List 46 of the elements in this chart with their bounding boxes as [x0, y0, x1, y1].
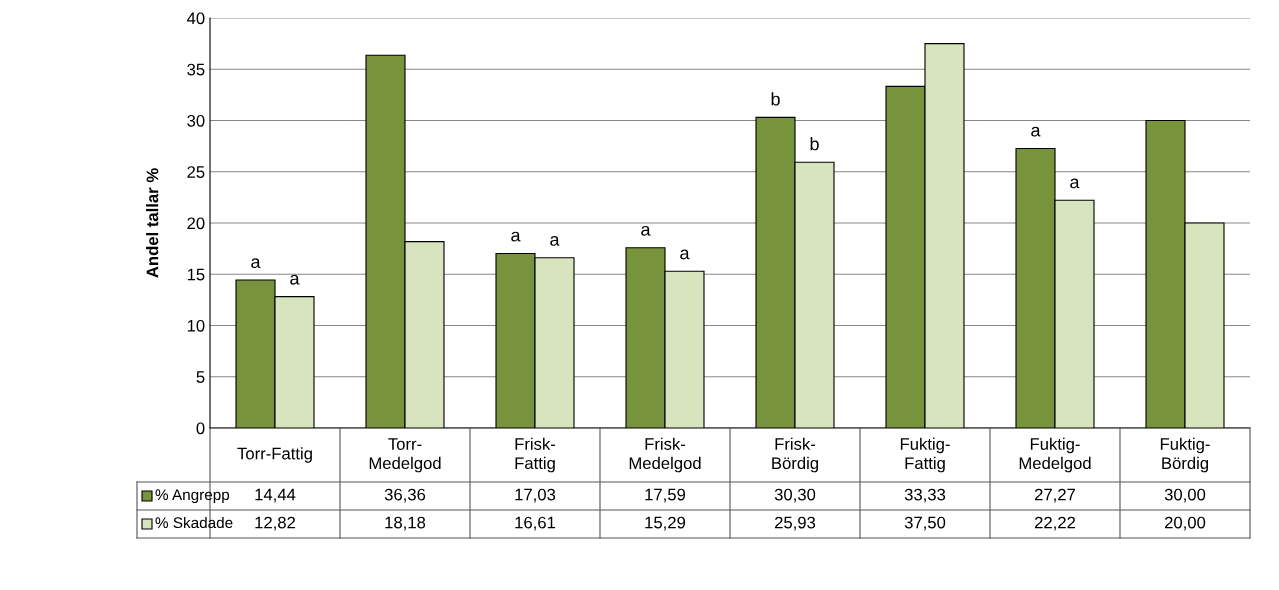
annotation: a — [511, 231, 521, 242]
data-label: 25,93 — [774, 516, 816, 531]
y-tick-label: 0 — [196, 422, 205, 435]
data-label: 17,59 — [645, 488, 686, 503]
annotation: a — [1031, 126, 1041, 137]
annotation: a — [680, 249, 690, 260]
annotation: a — [550, 235, 560, 246]
x-tick-label: Frisk-Medelgod — [629, 437, 701, 473]
annotation: b — [810, 137, 819, 151]
data-label: 18,18 — [385, 516, 426, 531]
x-tick-label: Frisk-Fattig — [515, 437, 556, 473]
data-label: 22,22 — [1034, 516, 1076, 531]
annotation: b — [771, 92, 780, 106]
y-tick-label: 35 — [187, 63, 205, 76]
y-axis-title: Andel tallar % — [146, 168, 159, 278]
y-tick-label: 5 — [196, 371, 205, 383]
annotation: a — [251, 258, 261, 269]
data-label: 30,00 — [1164, 488, 1206, 503]
data-label: 36,36 — [384, 488, 426, 503]
x-tick-label: Fuktig-Bördig — [1160, 437, 1210, 473]
y-tick-label: 20 — [187, 217, 205, 230]
data-label: 17,03 — [515, 488, 556, 503]
data-label: 27,27 — [1034, 488, 1076, 503]
data-label: 16,61 — [515, 516, 556, 531]
annotation: a — [1070, 178, 1080, 189]
y-tick-label: 10 — [187, 319, 205, 332]
y-tick-label: 30 — [187, 114, 205, 127]
x-tick-label: Fuktig-Medelgod — [1019, 437, 1091, 473]
y-tick-label: 25 — [187, 166, 205, 178]
data-label: 12,82 — [255, 516, 296, 531]
annotation: a — [641, 225, 651, 236]
data-label: 33,33 — [904, 488, 946, 503]
y-tick-label: 15 — [187, 268, 205, 281]
legend-label: % Skadade — [155, 516, 233, 529]
data-label: 14,44 — [255, 488, 296, 503]
data-label: 37,50 — [904, 516, 946, 531]
data-label: 20,00 — [1164, 516, 1206, 531]
data-label: 15,29 — [645, 516, 686, 531]
x-tick-label: Torr-Fattig — [237, 447, 312, 463]
x-tick-label: Torr-Medelgod — [369, 438, 441, 473]
data-label: 30,30 — [774, 488, 816, 503]
x-tick-label: Fuktig-Fattig — [900, 437, 950, 473]
legend-label: % Angrepp — [155, 489, 230, 504]
y-tick-label: 40 — [186, 12, 205, 25]
annotation: a — [290, 274, 300, 285]
x-tick-label: Frisk-Bördig — [772, 437, 819, 473]
